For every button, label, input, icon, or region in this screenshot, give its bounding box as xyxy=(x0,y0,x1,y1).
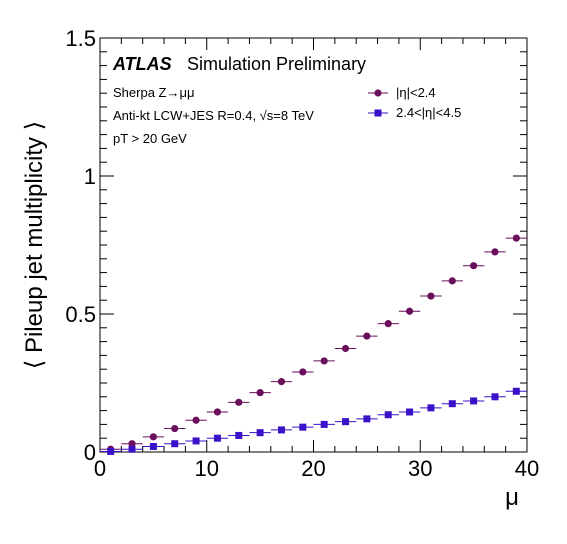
data-point xyxy=(299,423,307,431)
data-point xyxy=(320,357,328,365)
atlas-sublabel: Simulation Preliminary xyxy=(187,54,366,74)
x-tick-label: 10 xyxy=(195,456,219,481)
legend-marker xyxy=(374,109,382,117)
data-point xyxy=(256,429,264,437)
data-point xyxy=(427,404,435,412)
data-point xyxy=(107,447,115,455)
data-point xyxy=(171,424,179,433)
data-point xyxy=(213,434,221,442)
data-point xyxy=(256,389,264,397)
data-point xyxy=(470,262,478,270)
data-point xyxy=(363,415,371,423)
data-points xyxy=(100,234,527,455)
data-point xyxy=(406,408,414,416)
data-point xyxy=(384,320,392,328)
x-tick-label: 20 xyxy=(301,456,325,481)
x-tick-label: 30 xyxy=(408,456,432,481)
data-point xyxy=(299,368,307,376)
data-point xyxy=(171,440,179,448)
data-point xyxy=(149,442,157,450)
data-point xyxy=(363,332,371,340)
data-point xyxy=(192,416,200,424)
data-point xyxy=(235,431,243,439)
legend: |η|<2.4 2.4<|η|<4.5 xyxy=(368,85,461,120)
data-point xyxy=(277,378,286,386)
data-point xyxy=(341,344,350,353)
data-point xyxy=(149,433,157,441)
data-point xyxy=(405,307,414,315)
y-tick-label: 1.5 xyxy=(65,26,96,51)
y-tick-label: 0 xyxy=(84,440,96,465)
annotation-sample: Sherpa Z→μμ xyxy=(113,85,194,100)
data-point xyxy=(491,393,499,401)
data-point xyxy=(448,400,456,408)
x-tick-label: 0 xyxy=(94,456,106,481)
atlas-label: ATLAS Simulation Preliminary xyxy=(112,54,366,74)
legend-item: 2.4<|η|<4.5 xyxy=(368,105,461,120)
data-point xyxy=(213,408,222,416)
data-point xyxy=(128,440,136,448)
series-1 xyxy=(100,387,527,455)
data-point xyxy=(491,248,499,256)
data-point xyxy=(512,387,520,395)
axis-ticks xyxy=(99,37,528,453)
plot-frame xyxy=(99,37,528,453)
data-point xyxy=(342,418,350,426)
data-point xyxy=(427,292,435,300)
series-0 xyxy=(100,234,527,453)
data-point xyxy=(470,397,478,405)
data-point xyxy=(235,398,243,406)
annotation-jets: Anti-kt LCW+JES R=0.4, √s=8 TeV xyxy=(113,108,314,123)
legend-item: |η|<2.4 xyxy=(368,85,436,100)
y-tick-label: 1 xyxy=(84,164,96,189)
x-axis-title: μ xyxy=(505,484,519,511)
data-point xyxy=(512,234,520,242)
legend-marker xyxy=(374,89,382,97)
atlas-logo-text: ATLAS xyxy=(112,54,172,74)
y-axis-title: ⟨ Pileup jet multiplicity ⟩ xyxy=(21,121,48,369)
data-point xyxy=(320,420,328,428)
data-point xyxy=(192,437,200,445)
data-point xyxy=(277,426,285,434)
data-point xyxy=(128,445,136,453)
data-point xyxy=(448,277,456,285)
plot-border xyxy=(99,37,528,453)
data-point xyxy=(384,411,392,419)
tick-labels: 0 10 20 30 40 0 0.5 1 1.5 xyxy=(65,26,539,481)
annotation-pt: pT > 20 GeV xyxy=(113,131,187,146)
x-tick-label: 40 xyxy=(515,456,539,481)
legend-label: |η|<2.4 xyxy=(396,85,436,100)
legend-label: 2.4<|η|<4.5 xyxy=(396,105,461,120)
y-tick-label: 0.5 xyxy=(65,302,96,327)
